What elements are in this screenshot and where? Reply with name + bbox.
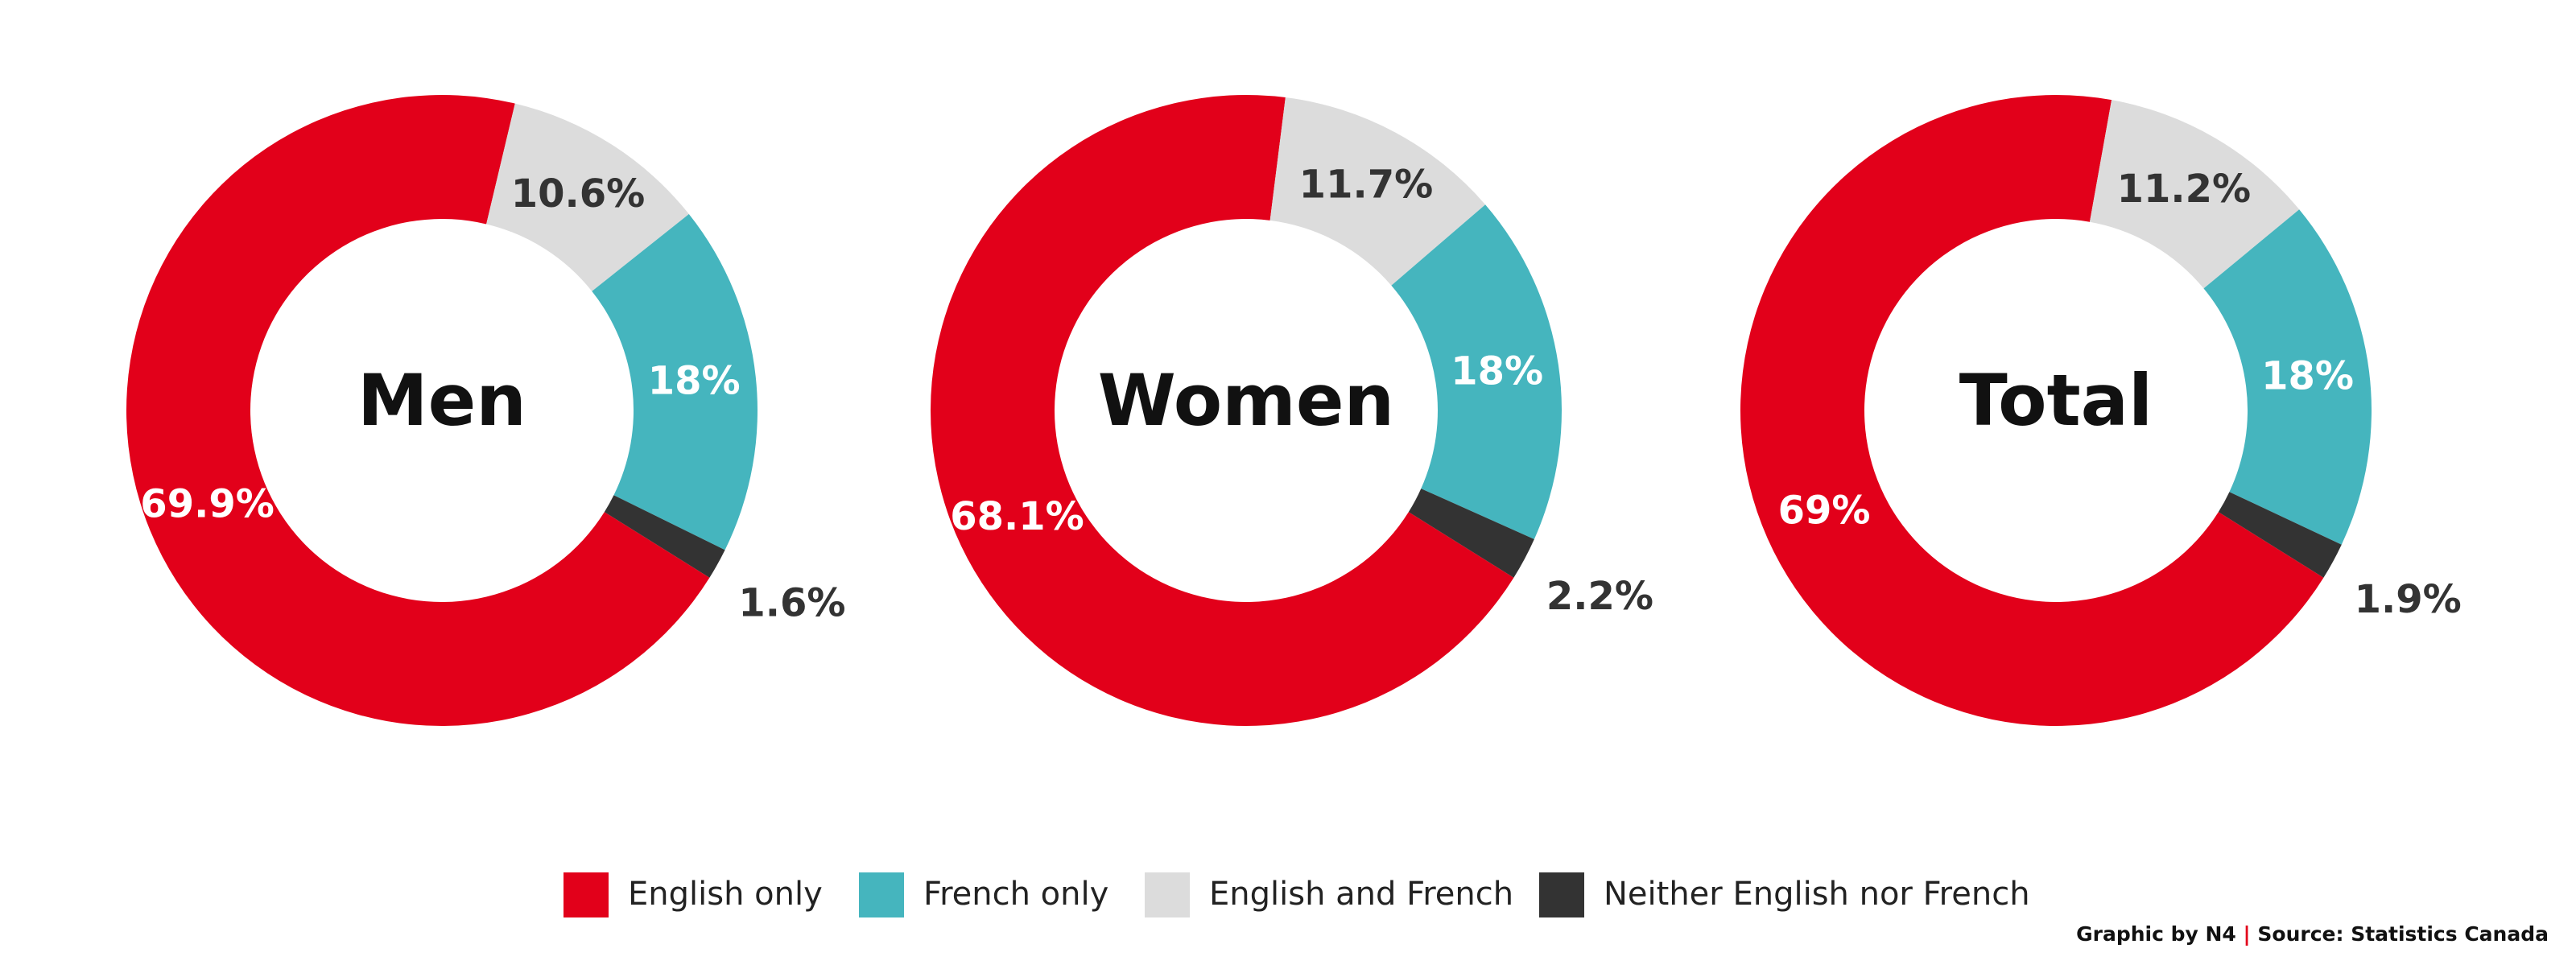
credit-separator: |	[2244, 922, 2251, 946]
donut-segment	[1408, 489, 1534, 578]
value-label: 11.7%	[1299, 162, 1434, 207]
value-label: 1.9%	[2355, 577, 2462, 622]
value-label: 68.1%	[950, 494, 1084, 539]
legend-label: English only	[628, 876, 823, 913]
donut-segment	[2089, 100, 2300, 289]
legend-swatch	[1145, 872, 1190, 917]
donut-segment	[126, 95, 710, 726]
donut-segment	[930, 94, 1514, 726]
donut-title: Women	[1098, 359, 1394, 442]
donut-segment	[1391, 204, 1562, 539]
legend-swatch	[859, 872, 904, 917]
legend-swatch	[564, 872, 609, 917]
credit-author: Graphic by N4	[2076, 922, 2236, 946]
donut-segment	[2203, 209, 2372, 545]
legend-label: Neither English nor French	[1604, 876, 2030, 913]
value-label: 18%	[648, 358, 741, 403]
value-label: 69.9%	[140, 482, 275, 527]
credit-source: Source: Statistics Canada	[2257, 922, 2549, 946]
legend-label: French only	[923, 876, 1108, 913]
value-label: 69%	[1778, 489, 1871, 534]
credit: Graphic by N4 | Source: Statistics Canad…	[2076, 922, 2549, 946]
value-label: 18%	[1451, 348, 1543, 394]
value-label: 2.2%	[1546, 574, 1653, 619]
donut-segment	[592, 214, 758, 550]
value-label: 1.6%	[738, 580, 845, 625]
donut-segment	[1269, 97, 1486, 286]
value-label: 18%	[2261, 354, 2354, 399]
value-label: 11.2%	[2117, 167, 2252, 212]
donut-title: Men	[357, 359, 526, 442]
donut-segment	[486, 103, 689, 291]
donut-segment	[2218, 492, 2342, 578]
donut-segment	[604, 495, 725, 578]
legend-label: English and French	[1209, 876, 1513, 913]
value-label: 10.6%	[511, 171, 646, 216]
legend-swatch	[1539, 872, 1584, 917]
donut-title: Total	[1959, 359, 2153, 442]
donut-segment	[1740, 94, 2324, 727]
